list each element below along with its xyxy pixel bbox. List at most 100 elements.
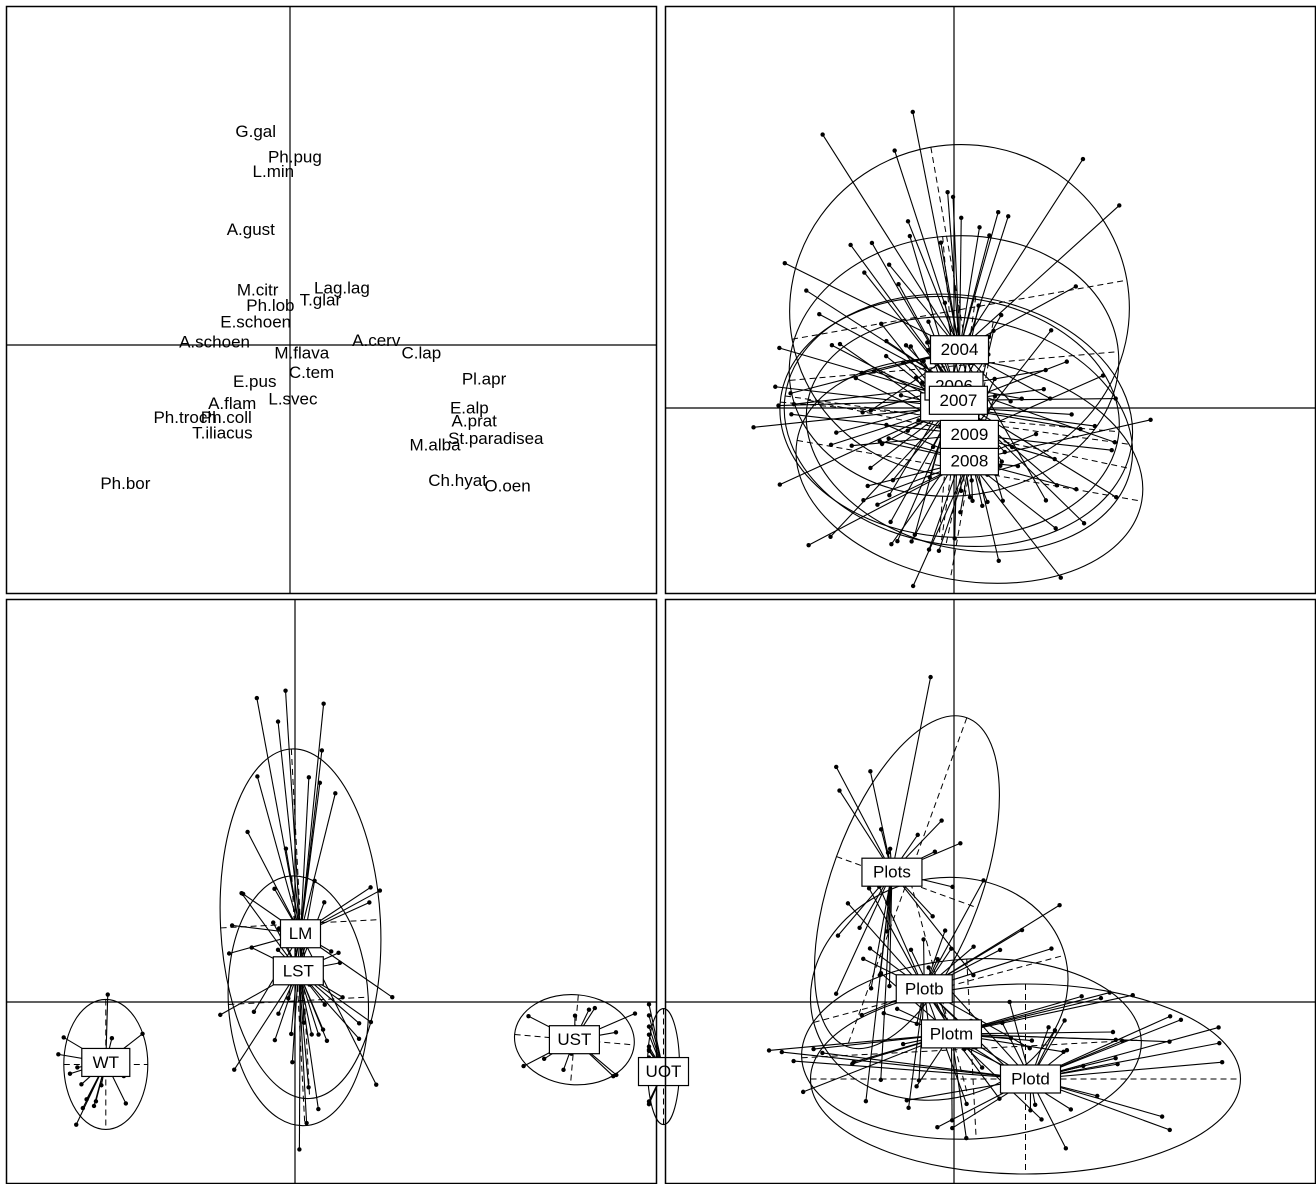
- group-label-box: [939, 446, 1000, 476]
- sample-point: [255, 774, 260, 779]
- sample-point: [971, 944, 976, 949]
- sample-point: [271, 920, 276, 925]
- species-label: Ph.coll: [201, 408, 252, 427]
- sample-point: [61, 1035, 66, 1040]
- sample-point: [881, 1011, 886, 1016]
- sample-link: [299, 750, 323, 934]
- species-label: L.min: [253, 162, 295, 181]
- sample-point: [109, 1035, 115, 1041]
- sample-point: [1028, 1108, 1033, 1113]
- sample-link: [958, 212, 999, 350]
- sample-link: [835, 766, 893, 873]
- sample-point: [306, 775, 312, 780]
- sample-link: [868, 888, 925, 990]
- sample-point: [561, 1067, 566, 1073]
- sample-link: [822, 134, 960, 350]
- sample-point: [868, 465, 873, 471]
- species-label: L.svec: [268, 389, 318, 408]
- sample-point: [1048, 328, 1054, 333]
- sample-point: [883, 353, 889, 359]
- sample-point: [833, 991, 839, 996]
- sample-point: [950, 194, 956, 200]
- sample-point: [1064, 359, 1069, 364]
- sample-point: [997, 947, 1003, 953]
- sample-point: [820, 1050, 825, 1056]
- sample-point: [845, 901, 851, 906]
- sample-point: [791, 1058, 796, 1064]
- sample-point: [1043, 367, 1048, 373]
- sample-link: [247, 831, 301, 935]
- sample-point: [368, 885, 373, 890]
- sample-link: [284, 690, 302, 934]
- sample-point: [835, 933, 841, 938]
- species-label: Lag.lag: [314, 278, 370, 297]
- panel-plots: Plots Plotb Plotm Plotd: [664, 598, 1316, 1184]
- panel-frame: [5, 598, 658, 1184]
- sample-link: [958, 217, 962, 350]
- sample-point: [887, 983, 892, 989]
- group-label: Plotd: [1011, 1069, 1050, 1088]
- species-label: A.gust: [227, 220, 275, 239]
- sample-point: [239, 890, 244, 896]
- sample-point: [958, 841, 963, 846]
- sample-point: [319, 748, 325, 753]
- group-label-box: [920, 1019, 983, 1049]
- species-label: T.glar: [300, 290, 342, 309]
- sample-point: [914, 1084, 919, 1089]
- sample-point: [1217, 1040, 1222, 1046]
- sample-point: [976, 303, 981, 308]
- sample-link: [898, 283, 955, 387]
- sample-point: [1110, 1029, 1116, 1035]
- sample-link: [299, 703, 325, 934]
- sample-point: [390, 994, 395, 1000]
- sample-point: [1095, 1093, 1100, 1099]
- sample-point: [367, 900, 372, 905]
- sample-point: [991, 328, 996, 334]
- sample-point: [1178, 1017, 1184, 1022]
- sample-point: [928, 674, 933, 680]
- sample-point: [886, 262, 892, 267]
- group-label: Plots: [873, 863, 911, 882]
- sample-point: [887, 846, 893, 852]
- sample-point: [949, 946, 954, 951]
- sample-point: [930, 914, 935, 919]
- sample-point: [908, 344, 913, 349]
- sample-link: [968, 460, 1062, 579]
- species-label: Ph.pug: [268, 147, 322, 166]
- sample-point: [283, 846, 289, 851]
- group-label-box: [939, 419, 1000, 449]
- sample-point: [1167, 1014, 1173, 1019]
- sample-point: [938, 240, 944, 245]
- sample-point: [866, 886, 872, 891]
- sample-link: [865, 872, 893, 1102]
- species-label: E.pus: [233, 372, 276, 391]
- species-label: Ph.troch: [153, 408, 216, 427]
- sample-point: [903, 343, 909, 348]
- sample-point: [1117, 203, 1122, 208]
- sample-point: [907, 233, 913, 239]
- sample-point: [245, 829, 250, 835]
- group-labels: Plots Plotb Plotm Plotd: [861, 857, 1062, 1094]
- sample-point: [1006, 214, 1011, 219]
- sample-link: [1030, 1061, 1223, 1080]
- sample-point: [834, 430, 839, 435]
- sample-point: [275, 719, 281, 724]
- sample-point: [898, 393, 904, 398]
- ellipse-axis: [966, 958, 977, 1139]
- sample-point: [878, 970, 884, 976]
- sample-point: [980, 503, 985, 508]
- sample-point: [865, 483, 870, 489]
- sample-point: [868, 769, 873, 774]
- sample-point: [1052, 456, 1057, 462]
- sample-point: [936, 548, 942, 554]
- group-label: 2008: [950, 451, 988, 470]
- species-label: St.paradisea: [448, 429, 544, 448]
- sample-point: [889, 541, 894, 547]
- group-label: Plotm: [930, 1024, 973, 1043]
- group-label: 2007: [939, 391, 977, 410]
- sample-point: [232, 1067, 237, 1072]
- sample-link: [753, 406, 950, 428]
- sample-point: [1049, 946, 1054, 951]
- species-label: A.cerv: [352, 331, 401, 350]
